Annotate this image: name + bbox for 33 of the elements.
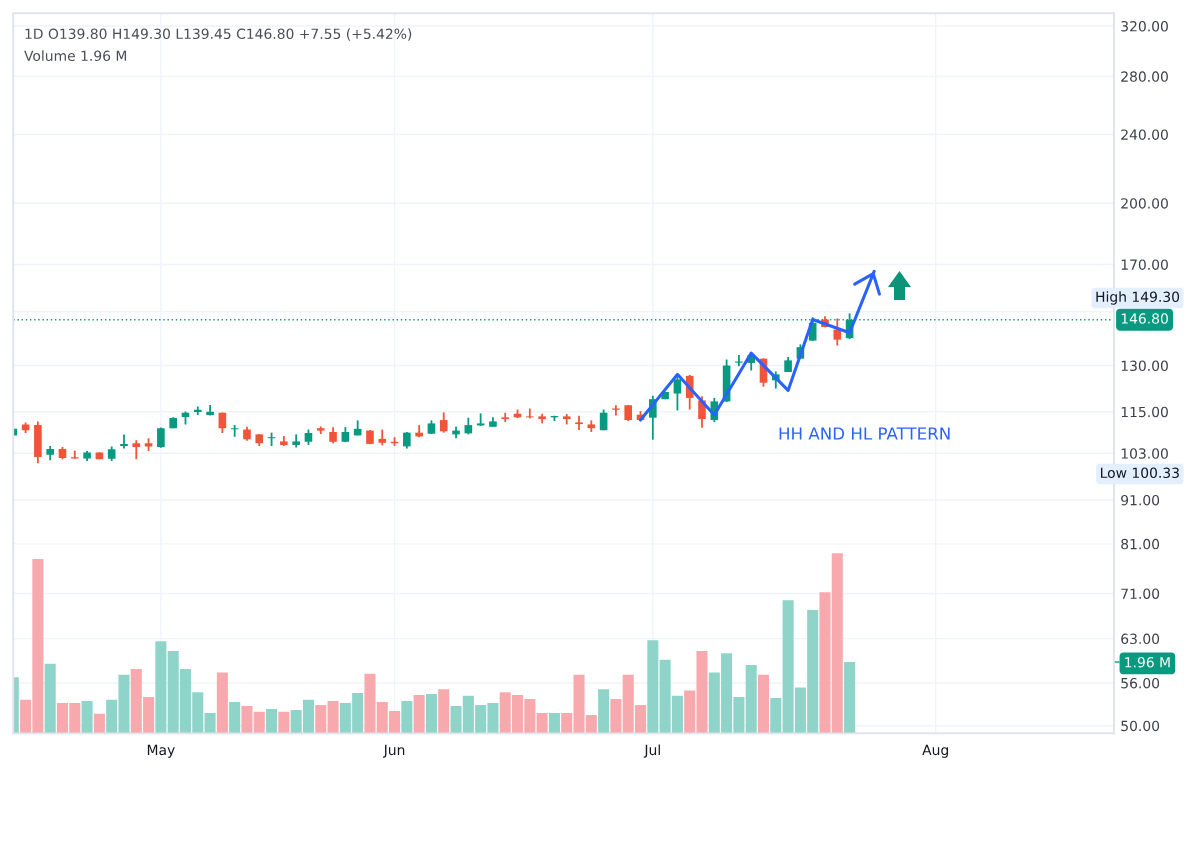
y-tick-label: 56.00 bbox=[1121, 677, 1160, 689]
x-tick-label: May bbox=[147, 744, 175, 758]
x-tick-label: Jun bbox=[382, 744, 405, 758]
y-tick-label: 115.00 bbox=[1121, 406, 1168, 418]
ref-line-label: 146.80 bbox=[1121, 313, 1168, 324]
y-tick-label: 103.00 bbox=[1121, 448, 1168, 459]
x-tick-label: Jul bbox=[643, 744, 660, 758]
annotation: HH AND HL PATTERN bbox=[779, 427, 950, 440]
candlestick bbox=[526, 407, 534, 420]
y2-tick-label: 1.96 M bbox=[1125, 657, 1170, 668]
y-tick-label: 200.00 bbox=[1121, 198, 1168, 209]
candlestick bbox=[157, 426, 165, 449]
text: Volume 1.96 M bbox=[24, 50, 127, 62]
candlestick bbox=[833, 317, 842, 347]
candlestick bbox=[575, 414, 583, 431]
y-tick-label: 50.00 bbox=[1121, 720, 1160, 732]
candlestick bbox=[132, 439, 141, 461]
annotation: High 149.30 bbox=[1096, 291, 1180, 305]
annotation: Low 100.33 bbox=[1101, 467, 1179, 479]
text: 1D O139.80 H149.30 L139.45 C146.80 +7.55 (+5.42%) bbox=[25, 28, 412, 41]
y-tick-label: 130.00 bbox=[1121, 360, 1168, 372]
candlestick bbox=[70, 449, 79, 460]
y-tick-label: 71.00 bbox=[1121, 588, 1160, 599]
y-tick-label: 280.00 bbox=[1121, 71, 1168, 82]
y-tick-label: 81.00 bbox=[1121, 538, 1160, 550]
y-tick-label: 240.00 bbox=[1121, 129, 1168, 140]
y-tick-label: 63.00 bbox=[1121, 633, 1160, 645]
x-tick-label: Aug bbox=[922, 744, 948, 758]
y-tick-label: 91.00 bbox=[1121, 494, 1160, 506]
candlestick bbox=[120, 433, 128, 450]
candlestick bbox=[439, 411, 448, 434]
y-tick-label: 320.00 bbox=[1121, 21, 1168, 32]
y-tick-label: 170.00 bbox=[1121, 259, 1168, 270]
